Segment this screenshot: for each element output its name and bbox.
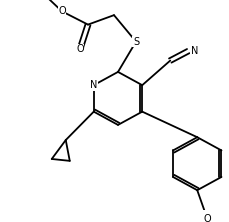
Text: S: S [132, 37, 139, 47]
Text: N: N [190, 46, 197, 56]
Text: N: N [90, 80, 97, 90]
Text: O: O [58, 6, 65, 16]
Text: O: O [76, 44, 83, 54]
Text: O: O [203, 214, 210, 222]
